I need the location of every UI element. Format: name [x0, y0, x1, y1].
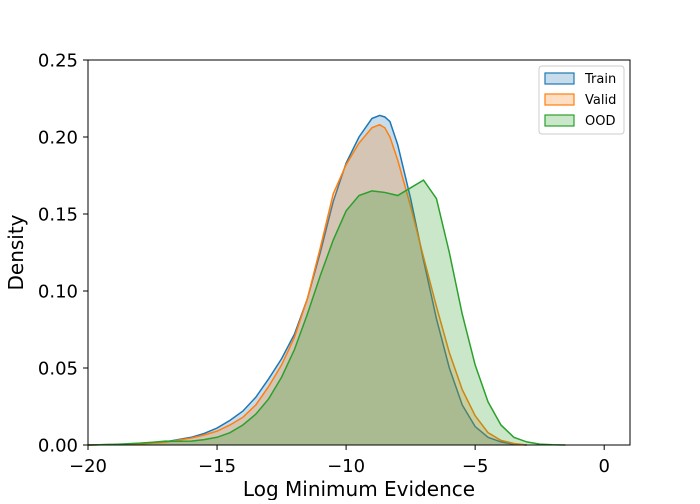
legend-swatch-train — [544, 72, 575, 85]
x-tick-label: 0 — [598, 456, 609, 477]
x-tick-label: −5 — [462, 456, 489, 477]
x-tick-label: −20 — [69, 456, 107, 477]
legend-swatch-valid — [544, 93, 575, 106]
legend-box — [538, 65, 625, 135]
series-area-train — [88, 115, 527, 445]
x-axis-title: Log Minimum Evidence — [243, 477, 475, 500]
legend-label-valid: Valid — [585, 93, 616, 108]
series-area-valid — [88, 124, 527, 446]
series-line-train — [87, 114, 527, 446]
plot-frame — [87, 59, 631, 446]
y-tick-label: 0.15 — [38, 205, 78, 226]
y-tick-label: 0.05 — [38, 359, 78, 380]
x-tick-label: −10 — [327, 456, 365, 477]
legend-swatch-ood — [544, 114, 575, 127]
legend: Train Valid OOD — [538, 65, 625, 135]
series-layer — [87, 114, 566, 446]
series-line-valid — [87, 123, 527, 446]
y-tick-label: 0.25 — [38, 51, 78, 72]
y-axis-title: Density — [4, 214, 28, 290]
x-tick-label: −15 — [198, 456, 236, 477]
series-area-ood — [88, 180, 566, 445]
y-tick-label: 0.00 — [38, 436, 78, 457]
y-tick-label: 0.10 — [38, 282, 78, 303]
y-tick-label: 0.20 — [38, 128, 78, 149]
x-axis: −20 −15 −10 −5 0 — [69, 445, 610, 477]
series-line-ood — [87, 179, 566, 446]
legend-label-train: Train — [584, 72, 616, 87]
y-axis: 0.00 0.05 0.10 0.15 0.20 0.25 — [38, 51, 88, 457]
legend-label-ood: OOD — [585, 114, 615, 129]
